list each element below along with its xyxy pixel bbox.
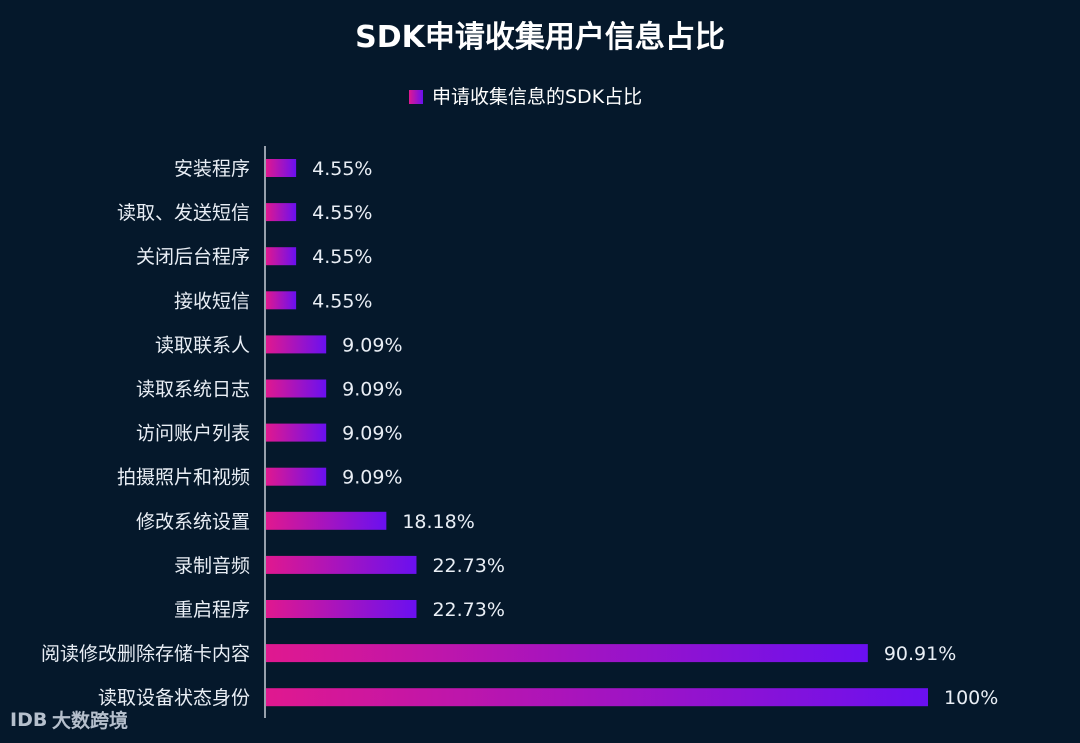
bar <box>266 423 327 442</box>
category-labels: 安装程序读取、发送短信关闭后台程序接收短信读取联系人读取系统日志访问账户列表拍摄… <box>41 158 250 709</box>
category-label: 安装程序 <box>174 158 250 180</box>
category-label: 重启程序 <box>174 599 250 621</box>
value-label: 90.91% <box>884 643 956 665</box>
category-label: 读取联系人 <box>155 334 250 356</box>
bar <box>266 688 928 707</box>
category-label: 访问账户列表 <box>136 423 250 445</box>
legend-entry: 申请收集信息的SDK占比 <box>432 86 642 108</box>
category-label: 接收短信 <box>174 290 250 312</box>
bar <box>266 379 327 398</box>
bar <box>266 600 417 618</box>
value-label: 18.18% <box>402 511 474 533</box>
bar <box>266 159 297 177</box>
value-label: 9.09% <box>342 467 402 489</box>
value-label: 4.55% <box>312 290 372 312</box>
bar <box>266 335 327 354</box>
value-label: 4.55% <box>312 158 372 180</box>
bar <box>266 247 297 266</box>
value-label: 4.55% <box>312 246 372 268</box>
value-label: 9.09% <box>342 379 402 401</box>
value-labels: 4.55% 4.55% 4.55% 4.55% 9.09% 9.09% 9.09% 9.09%… <box>312 158 998 709</box>
category-label: 阅读修改删除存储卡内容 <box>41 643 250 665</box>
value-label: 9.09% <box>342 334 402 356</box>
legend-swatch <box>409 90 423 104</box>
bar <box>266 467 327 486</box>
value-label: 9.09% <box>342 423 402 445</box>
value-label: 4.55% <box>312 202 372 224</box>
category-label: 读取、发送短信 <box>117 202 250 224</box>
bars-layer <box>266 159 928 707</box>
watermark-text: 大数跨境 <box>52 709 128 732</box>
category-label: 读取设备状态身份 <box>98 687 250 709</box>
category-label: 关闭后台程序 <box>136 246 250 268</box>
legend: 申请收集信息的SDK占比 <box>409 86 642 108</box>
chart-title: SDK申请收集用户信息占比 <box>355 20 725 55</box>
value-label: 22.73% <box>432 599 504 621</box>
bar <box>266 291 297 310</box>
value-label: 22.73% <box>432 555 504 577</box>
bar <box>266 644 868 663</box>
category-label: 读取系统日志 <box>136 379 250 401</box>
category-label: 拍摄照片和视频 <box>117 467 250 489</box>
watermark: IDB 大数跨境 <box>10 709 128 732</box>
bar <box>266 203 297 222</box>
bar <box>266 511 387 530</box>
category-label: 录制音频 <box>174 555 250 577</box>
category-label: 修改系统设置 <box>136 511 250 533</box>
watermark-logo: IDB <box>10 709 47 731</box>
value-label: 100% <box>944 687 998 709</box>
bar <box>266 555 417 574</box>
